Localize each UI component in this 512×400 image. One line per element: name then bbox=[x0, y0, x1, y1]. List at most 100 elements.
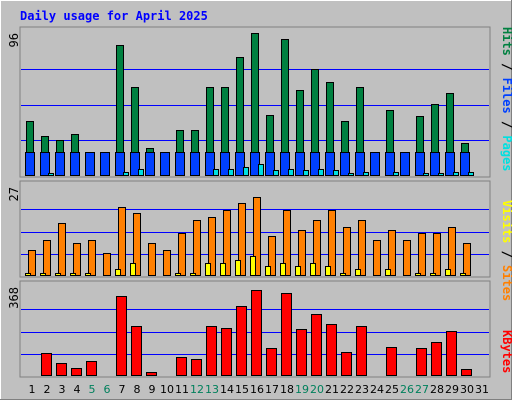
bar-files-day-18 bbox=[280, 152, 290, 176]
bar-files-day-14 bbox=[220, 152, 230, 176]
bar-visits-day-20 bbox=[313, 220, 321, 276]
legend-kbytes: KBytes bbox=[500, 330, 512, 373]
bar-kbytes-day-27 bbox=[416, 348, 427, 376]
bar-files-day-12 bbox=[190, 152, 200, 176]
x-tick-label-26: 26 bbox=[400, 383, 414, 396]
bar-files-day-21 bbox=[325, 152, 335, 176]
bar-visits-day-10 bbox=[163, 250, 171, 276]
bar-sites-day-25 bbox=[385, 269, 391, 276]
bar-pages-day-2 bbox=[48, 173, 54, 176]
legend-hits: Hits bbox=[500, 27, 512, 56]
bar-visits-day-29 bbox=[448, 227, 456, 276]
bar-kbytes-day-18 bbox=[281, 293, 292, 376]
bar-visits-day-14 bbox=[223, 210, 231, 276]
bar-sites-day-22 bbox=[340, 273, 346, 276]
bar-kbytes-day-2 bbox=[41, 353, 52, 376]
bar-pages-day-28 bbox=[438, 173, 444, 176]
bar-visits-day-28 bbox=[433, 233, 441, 276]
bar-visits-day-27 bbox=[418, 233, 426, 276]
bar-files-day-10 bbox=[160, 152, 170, 176]
bar-files-day-23 bbox=[355, 152, 365, 176]
bar-pages-day-14 bbox=[228, 169, 234, 176]
x-tick-label-15: 15 bbox=[235, 383, 249, 396]
bar-sites-day-5 bbox=[85, 273, 91, 276]
x-tick-label-27: 27 bbox=[415, 383, 429, 396]
panel-legend: Visits / Sites bbox=[500, 200, 512, 301]
bar-kbytes-day-9 bbox=[146, 372, 157, 376]
x-tick-label-14: 14 bbox=[220, 383, 234, 396]
bar-visits-day-2 bbox=[43, 240, 51, 276]
bar-pages-day-21 bbox=[333, 170, 339, 176]
x-tick-label-29: 29 bbox=[445, 383, 459, 396]
bar-kbytes-day-3 bbox=[56, 363, 67, 376]
bar-sites-day-1 bbox=[25, 273, 31, 276]
x-tick-label-10: 10 bbox=[160, 383, 174, 396]
bar-files-day-17 bbox=[265, 152, 275, 176]
bar-files-day-2 bbox=[40, 152, 50, 176]
bar-sites-day-28 bbox=[430, 273, 436, 276]
legend-text: Hits / Files / Pages bbox=[500, 27, 512, 172]
bar-files-day-26 bbox=[400, 152, 410, 176]
panel-max-label: 368 bbox=[7, 287, 21, 309]
panel-bars bbox=[21, 290, 489, 376]
bar-files-day-29 bbox=[445, 152, 455, 176]
x-tick-label-12: 12 bbox=[190, 383, 204, 396]
bar-kbytes-day-16 bbox=[251, 290, 262, 376]
x-tick-label-30: 30 bbox=[460, 383, 474, 396]
x-tick-label-9: 9 bbox=[149, 383, 156, 396]
bar-files-day-20 bbox=[310, 152, 320, 176]
bar-visits-day-1 bbox=[28, 250, 36, 276]
bar-files-day-22 bbox=[340, 152, 350, 176]
x-tick-label-1: 1 bbox=[29, 383, 36, 396]
panel-kbytes: 368 KBytes bbox=[7, 280, 512, 378]
panel-bars bbox=[21, 33, 489, 176]
bar-pages-day-23 bbox=[363, 172, 369, 176]
legend-separator: / bbox=[500, 114, 512, 136]
bar-pages-day-18 bbox=[288, 169, 294, 176]
bar-visits-day-8 bbox=[133, 213, 141, 276]
bar-sites-day-7 bbox=[115, 269, 121, 276]
x-tick-label-2: 2 bbox=[44, 383, 51, 396]
bar-sites-day-15 bbox=[235, 260, 241, 276]
x-tick-label-18: 18 bbox=[280, 383, 294, 396]
x-tick-label-23: 23 bbox=[355, 383, 369, 396]
legend-text: KBytes bbox=[500, 330, 512, 373]
x-tick-label-17: 17 bbox=[265, 383, 279, 396]
bar-sites-day-16 bbox=[250, 256, 256, 276]
bar-pages-day-20 bbox=[318, 169, 324, 176]
bar-pages-day-29 bbox=[453, 172, 459, 176]
bar-pages-day-27 bbox=[423, 173, 429, 176]
bar-visits-day-7 bbox=[118, 207, 126, 276]
bar-files-day-3 bbox=[55, 152, 65, 176]
x-tick-label-22: 22 bbox=[340, 383, 354, 396]
bar-visits-day-3 bbox=[58, 223, 66, 276]
bar-visits-day-6 bbox=[103, 253, 111, 276]
x-tick-label-4: 4 bbox=[74, 383, 81, 396]
bar-sites-day-8 bbox=[130, 263, 136, 276]
bar-sites-day-2 bbox=[40, 273, 46, 276]
bar-sites-day-13 bbox=[205, 263, 211, 276]
bar-sites-day-19 bbox=[295, 266, 301, 276]
bar-visits-day-30 bbox=[463, 243, 471, 276]
bar-pages-day-30 bbox=[468, 172, 474, 176]
bar-visits-day-12 bbox=[193, 220, 201, 276]
bar-visits-day-16 bbox=[253, 197, 261, 276]
bar-kbytes-day-25 bbox=[386, 347, 397, 376]
bar-kbytes-day-11 bbox=[176, 357, 187, 376]
bar-sites-day-4 bbox=[70, 273, 76, 276]
bar-visits-day-9 bbox=[148, 243, 156, 276]
bar-sites-day-11 bbox=[175, 273, 181, 276]
bar-sites-day-14 bbox=[220, 263, 226, 276]
bar-kbytes-day-22 bbox=[341, 352, 352, 376]
bar-sites-day-3 bbox=[55, 273, 61, 276]
bar-kbytes-day-4 bbox=[71, 368, 82, 376]
legend-visits: Visits bbox=[500, 200, 512, 243]
bar-kbytes-day-30 bbox=[461, 369, 472, 376]
bar-sites-day-30 bbox=[460, 273, 466, 276]
bar-files-day-28 bbox=[430, 152, 440, 176]
bar-files-day-6 bbox=[100, 152, 110, 176]
bar-pages-day-8 bbox=[138, 169, 144, 176]
bar-files-day-4 bbox=[70, 152, 80, 176]
bar-sites-day-20 bbox=[310, 263, 316, 276]
bar-kbytes-day-29 bbox=[446, 331, 457, 376]
